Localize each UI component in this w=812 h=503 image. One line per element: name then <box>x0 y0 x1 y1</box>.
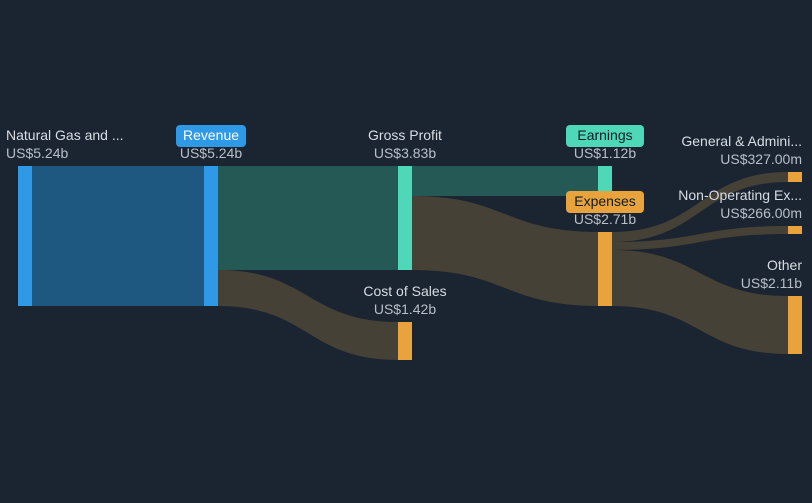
value-cos: US$1.42b <box>374 301 436 317</box>
node-gross[interactable] <box>398 166 412 270</box>
label-source: Natural Gas and ... <box>6 127 124 143</box>
value-nonop: US$266.00m <box>720 205 802 221</box>
value-other: US$2.11b <box>741 275 802 291</box>
label-cos: Cost of Sales <box>363 283 446 299</box>
label-expenses: Expenses <box>574 193 635 209</box>
node-expenses[interactable] <box>598 232 612 306</box>
node-source[interactable] <box>18 166 32 306</box>
label-earnings: Earnings <box>577 127 632 143</box>
label-revenue: Revenue <box>183 127 239 143</box>
value-earnings: US$1.12b <box>574 145 636 161</box>
node-nonop[interactable] <box>788 226 802 234</box>
value-gross: US$3.83b <box>374 145 436 161</box>
label-ga: General & Admini... <box>681 133 802 149</box>
label-other: Other <box>767 257 802 273</box>
value-ga: US$327.00m <box>720 151 802 167</box>
flow-revenue-to-gross <box>218 166 398 270</box>
node-revenue[interactable] <box>204 166 218 306</box>
sankey-chart: Natural Gas and ... US$5.24b Revenue US$5.2… <box>0 0 812 503</box>
value-revenue: US$5.24b <box>180 145 242 161</box>
label-gross: Gross Profit <box>368 127 442 143</box>
node-ga[interactable] <box>788 172 802 182</box>
label-nonop: Non-Operating Ex... <box>678 187 802 203</box>
value-source: US$5.24b <box>6 145 68 161</box>
flow-source-to-revenue <box>32 166 204 306</box>
value-expenses: US$2.71b <box>574 211 636 227</box>
node-other[interactable] <box>788 296 802 354</box>
node-cos[interactable] <box>398 322 412 360</box>
